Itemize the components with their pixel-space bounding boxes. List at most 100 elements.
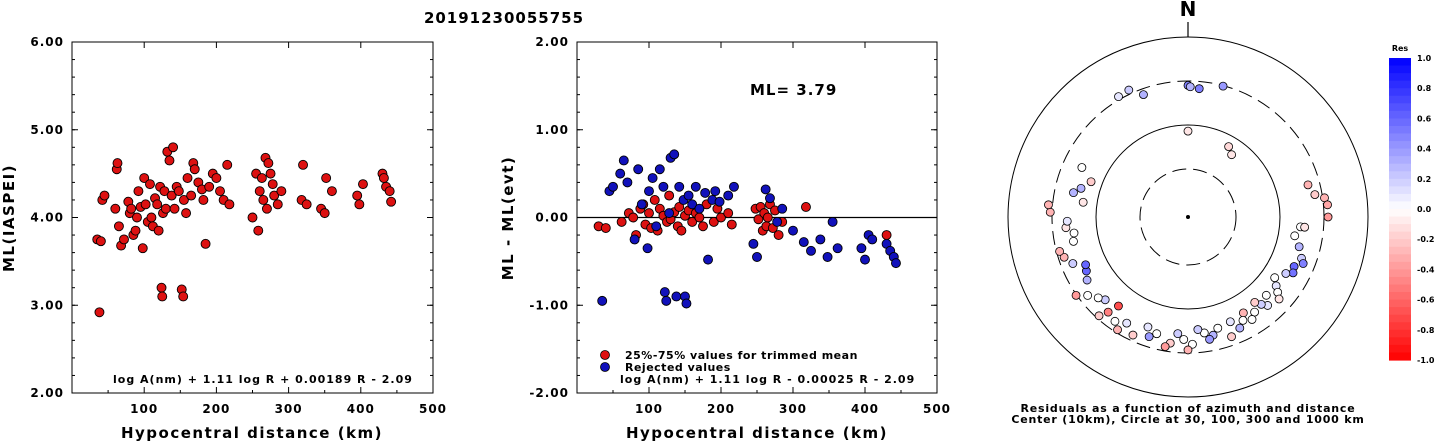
residual-point-s1: [772, 216, 783, 227]
colorbar-segment: [1389, 65, 1411, 74]
ring-30km: [1139, 168, 1237, 266]
ml-point-s0: [178, 291, 189, 302]
ml-point-s0: [181, 208, 192, 219]
station-residual-point: [1225, 317, 1235, 327]
ml-point-s0: [261, 203, 272, 214]
residual-point-s1: [703, 254, 713, 265]
epicenter-dot: [1186, 215, 1190, 219]
ml-x-tick-label: 300: [275, 402, 303, 416]
residual-y-axis-label: ML - ML(evt): [499, 156, 517, 280]
ml-point-s0: [265, 168, 276, 179]
station-residual-point: [1224, 142, 1234, 152]
colorbar-segment: [1389, 58, 1411, 67]
residual-x-axis-label: Hypocentral distance (km): [626, 424, 888, 441]
ml-point-s0: [110, 203, 121, 214]
station-residual-point: [1069, 236, 1078, 246]
station-residual-point: [1188, 339, 1197, 349]
residual-point-s1: [694, 203, 705, 214]
residual-point-s1: [827, 216, 838, 227]
colorbar-segment: [1389, 178, 1411, 187]
ml-x-tick-label: 400: [347, 402, 375, 416]
residual-point-s1: [658, 181, 669, 192]
residual-point-s1: [822, 252, 833, 262]
station-residual-point: [1113, 325, 1122, 335]
colorbar-segment: [1389, 344, 1411, 354]
colorbar-title: Res: [1392, 44, 1409, 53]
ml-y-axis-label: ML(IASPEI): [0, 164, 18, 272]
colorbar-segment: [1389, 133, 1411, 142]
station-residual-point: [1071, 290, 1081, 300]
residual-point-s1: [654, 164, 665, 175]
colorbar-segment: [1389, 88, 1411, 97]
ml-x-tick-label: 500: [419, 402, 447, 416]
residual-point-s1: [661, 295, 672, 306]
colorbar-segment: [1389, 193, 1411, 203]
station-residual-point: [1139, 90, 1148, 100]
station-residual-point: [1250, 297, 1260, 307]
residual-point-s1: [608, 181, 618, 192]
station-residual-point: [1077, 163, 1087, 172]
ml-point-s0: [352, 190, 363, 201]
residual-point-s1: [777, 203, 788, 214]
residual-point-s1: [860, 254, 870, 265]
ml-point-s0: [186, 190, 197, 201]
colorbar-tick-label: -0.4: [1417, 265, 1435, 274]
station-residual-point: [1235, 323, 1245, 333]
residual-point-s1: [748, 238, 759, 249]
station-residual-point: [1179, 335, 1189, 344]
residual-x-tick-label: 400: [851, 402, 879, 416]
residual-point-s1: [832, 243, 843, 254]
residual-point-s1: [714, 196, 725, 207]
colorbar-tick-label: -0.6: [1417, 296, 1435, 305]
ml-point-s0: [94, 307, 105, 318]
residual-point-s1: [644, 186, 654, 197]
station-residual-point: [1122, 318, 1132, 328]
legend-rejected-marker: [600, 362, 610, 372]
colorbar-tick-label: 1.0: [1417, 54, 1432, 63]
colorbar-segment: [1389, 216, 1411, 225]
residual-point-s1: [618, 155, 629, 166]
ml-point-s0: [189, 164, 200, 175]
residual-point-s1: [700, 187, 711, 198]
residual-point-s0: [674, 202, 685, 212]
ml-x-tick-label: 100: [130, 402, 158, 416]
station-residual-point: [1094, 311, 1104, 321]
ml-point-s0: [276, 186, 287, 197]
station-residual-point: [1059, 252, 1069, 262]
ml-point-s0: [182, 173, 193, 183]
ml-point-s0: [99, 190, 110, 201]
residual-point-s0: [644, 208, 654, 219]
station-residual-point: [1247, 315, 1257, 324]
residual-formula: log A(nm) + 1.11 log R - 0.00025 R - 2.0…: [620, 373, 915, 386]
ml-point-s0: [211, 173, 222, 183]
station-residual-point: [1270, 273, 1280, 283]
ml-point-s0: [198, 194, 209, 205]
station-residual-point: [1205, 334, 1214, 344]
residual-point-s1: [788, 225, 798, 236]
ml-point-s0: [384, 186, 395, 197]
residual-point-s1: [615, 168, 626, 179]
legend-rejected-label: Rejected values: [625, 361, 731, 374]
colorbar-segment: [1389, 148, 1411, 157]
ml-point-s0: [247, 212, 258, 223]
residual-point-s1: [659, 287, 670, 298]
colorbar-tick-label: 0.0: [1417, 205, 1432, 214]
residual-point-s1: [729, 181, 739, 192]
colorbar-segment: [1389, 224, 1411, 233]
ml-point-s0: [160, 203, 171, 214]
residual-x-tick-label: 200: [707, 402, 735, 416]
station-residual-point: [1124, 85, 1134, 95]
station-residual-point: [1086, 177, 1096, 187]
ml-point-s0: [139, 173, 150, 183]
station-residual-point: [1183, 345, 1193, 355]
figure-title: 20191230055755: [424, 9, 584, 27]
colorbar-tick-label: 0.2: [1417, 175, 1431, 184]
residual-point-s0: [664, 190, 675, 201]
colorbar-segment: [1389, 110, 1411, 119]
station-residual-point: [1290, 231, 1300, 241]
colorbar-segment: [1389, 299, 1411, 308]
colorbar-segment: [1389, 73, 1411, 82]
ml-point-s0: [256, 173, 267, 183]
station-residual-points: [1044, 80, 1333, 355]
